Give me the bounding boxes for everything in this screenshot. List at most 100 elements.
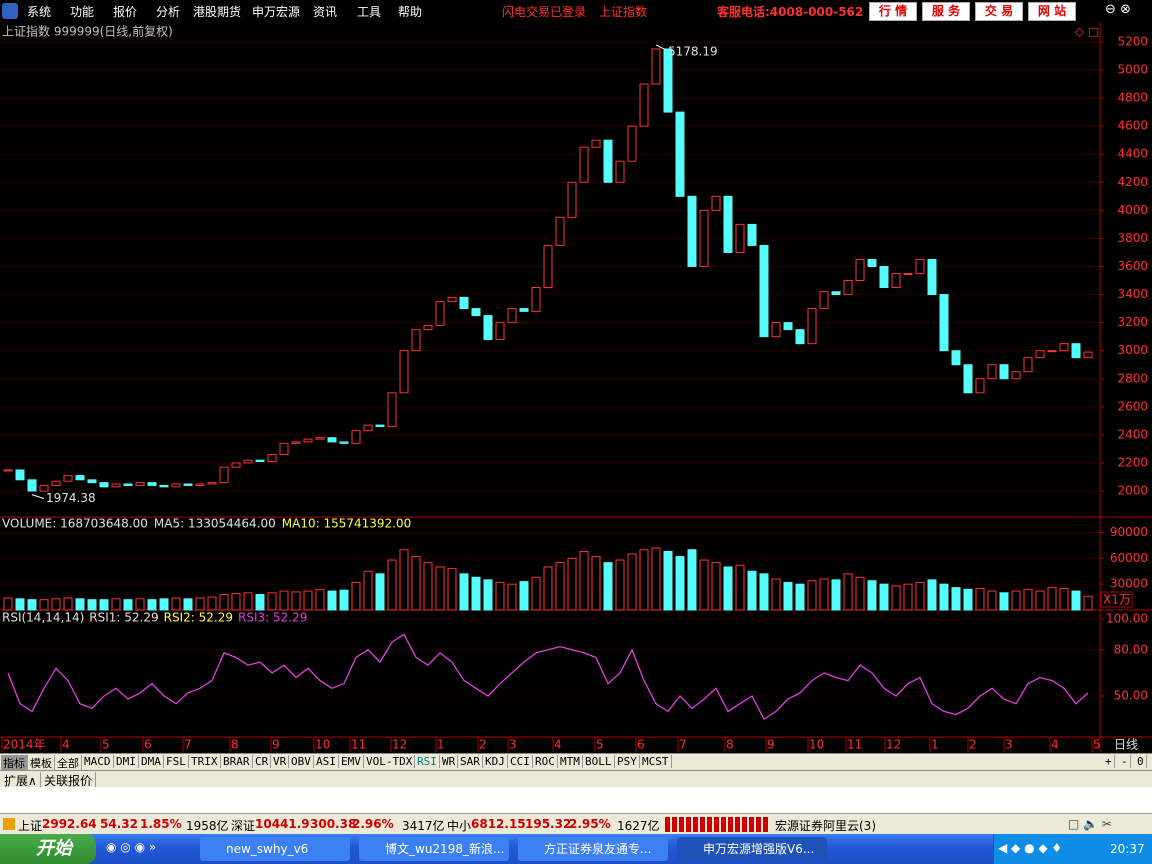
- candle: [195, 483, 205, 486]
- volume-bar: [75, 598, 85, 611]
- candle: [939, 294, 949, 352]
- y-tick-label: 4400: [1117, 147, 1148, 161]
- indicator-tab[interactable]: MCST: [640, 755, 672, 768]
- bottom-tab[interactable]: 扩展∧: [1, 772, 41, 789]
- volume-bar: [459, 573, 469, 611]
- candle: [315, 437, 325, 440]
- candle: [339, 441, 349, 444]
- volume-bar: [1083, 595, 1093, 611]
- candle: [3, 469, 13, 472]
- menu-item[interactable]: 系统: [27, 5, 52, 19]
- nav-button[interactable]: 服 务: [922, 2, 970, 21]
- date-label: 12: [392, 738, 407, 752]
- volume-bar: [39, 599, 49, 611]
- indicator-tab[interactable]: BOLL: [583, 755, 615, 768]
- candle: [555, 216, 565, 246]
- candle: [159, 484, 169, 488]
- nav-button[interactable]: 网 站: [1028, 2, 1076, 21]
- indicator-tab[interactable]: MTM: [558, 755, 583, 768]
- indicator-tab[interactable]: OBV: [289, 755, 314, 768]
- indicator-tab[interactable]: VR: [271, 755, 290, 768]
- chart-title: 上证指数 999999(日线,前复权): [2, 24, 173, 39]
- indicator-tab[interactable]: ASI: [314, 755, 339, 768]
- menu-item[interactable]: 港股期货: [193, 5, 242, 19]
- y-tick-label: 3600: [1117, 259, 1148, 273]
- task-button[interactable]: 博文_wu2198_新浪...: [359, 837, 509, 861]
- current-index: 上证指数: [599, 5, 648, 19]
- candle: [459, 296, 469, 310]
- indicator-tab[interactable]: CCI: [508, 755, 533, 768]
- volume-bar: [447, 568, 457, 611]
- start-button[interactable]: 开始: [0, 834, 96, 864]
- zoom-button[interactable]: -: [1119, 755, 1131, 768]
- y-tick-label: 2800: [1117, 371, 1148, 385]
- candle: [111, 483, 121, 488]
- indicator-tab[interactable]: PSY: [615, 755, 640, 768]
- indicator-tab[interactable]: VOL-TDX: [364, 755, 416, 768]
- background: [0, 22, 1152, 752]
- indicator-tab[interactable]: 指标: [1, 755, 28, 771]
- task-button[interactable]: new_swhy_v6: [200, 837, 350, 861]
- menu-item[interactable]: 报价: [113, 5, 138, 19]
- quick-launch[interactable]: ◉ ◎ ◉ »: [106, 840, 157, 854]
- indicator-tab[interactable]: KDJ: [483, 755, 508, 768]
- marker-icons[interactable]: ◇ □: [1075, 25, 1099, 39]
- volume-bar: [1071, 590, 1081, 611]
- candle: [171, 483, 181, 488]
- y-tick-label: 3800: [1117, 231, 1148, 245]
- volume-bar: [3, 597, 13, 611]
- system-tray: ◀ ◆ ● ◆ ♦ 20:37: [993, 834, 1152, 864]
- menu-bar: 闪电交易已登录 上证指数 客服电话:4008-000-562 行 情服 务交 易…: [0, 0, 1152, 22]
- indicator-tab[interactable]: 模板: [28, 755, 55, 771]
- candle: [543, 244, 553, 289]
- nav-button[interactable]: 行 情: [869, 2, 917, 21]
- candle: [603, 139, 613, 183]
- indicator-tab[interactable]: ROC: [533, 755, 558, 768]
- indicator-tab[interactable]: MACD: [82, 755, 114, 768]
- date-label: 10: [809, 738, 824, 752]
- volume-bar: [603, 562, 613, 611]
- y-tick-label: 100.00: [1106, 611, 1148, 625]
- task-button[interactable]: 方正证券泉友通专...: [518, 837, 668, 861]
- window-controls[interactable]: ⊖ ⊗: [1105, 2, 1131, 17]
- nav-button[interactable]: 交 易: [975, 2, 1023, 21]
- date-label: 4: [1051, 738, 1059, 752]
- indicator-tab[interactable]: BRAR: [221, 755, 253, 768]
- indicator-tab[interactable]: SAR: [458, 755, 483, 768]
- volume-bar: [987, 590, 997, 611]
- menu-item[interactable]: 工具: [357, 5, 382, 19]
- menu-item[interactable]: 分析: [156, 5, 181, 19]
- indicator-tab[interactable]: CR: [253, 755, 272, 768]
- candle: [903, 272, 913, 275]
- candle: [51, 480, 61, 486]
- volume-bar: [471, 576, 481, 611]
- task-button[interactable]: 申万宏源增强版V6...: [677, 837, 827, 861]
- menu-item[interactable]: 帮助: [398, 5, 423, 19]
- indicator-tab[interactable]: TRIX: [189, 755, 221, 768]
- y-tick-label: 5200: [1117, 34, 1148, 48]
- menu-item[interactable]: 申万宏源: [252, 5, 301, 19]
- zx-name: 中小: [447, 819, 472, 833]
- candle: [243, 459, 253, 464]
- indicator-tab[interactable]: WR: [440, 755, 459, 768]
- candle: [591, 139, 601, 148]
- volume-bar: [555, 562, 565, 611]
- indicator-tab[interactable]: FSL: [164, 755, 189, 768]
- volume-bar: [147, 599, 157, 611]
- indicator-tab[interactable]: DMI: [114, 755, 139, 768]
- volume-bar: [1047, 587, 1057, 611]
- candle: [771, 322, 781, 338]
- volume-bar: [879, 583, 889, 611]
- hotline: 客服电话:4008-000-562: [717, 5, 864, 19]
- zoom-button[interactable]: 0: [1135, 755, 1147, 768]
- indicator-tab[interactable]: EMV: [339, 755, 364, 768]
- indicator-tab[interactable]: DMA: [139, 755, 164, 768]
- high-pointer: [655, 44, 667, 51]
- zoom-button[interactable]: +: [1103, 755, 1115, 768]
- bottom-tab[interactable]: 关联报价: [41, 772, 97, 789]
- indicator-tab[interactable]: 全部: [55, 755, 82, 771]
- menu-item[interactable]: 功能: [70, 5, 95, 19]
- indicator-tab[interactable]: RSI: [415, 755, 440, 768]
- menu-item[interactable]: 资讯: [313, 5, 338, 19]
- sh-pct: 1.85%: [140, 817, 182, 831]
